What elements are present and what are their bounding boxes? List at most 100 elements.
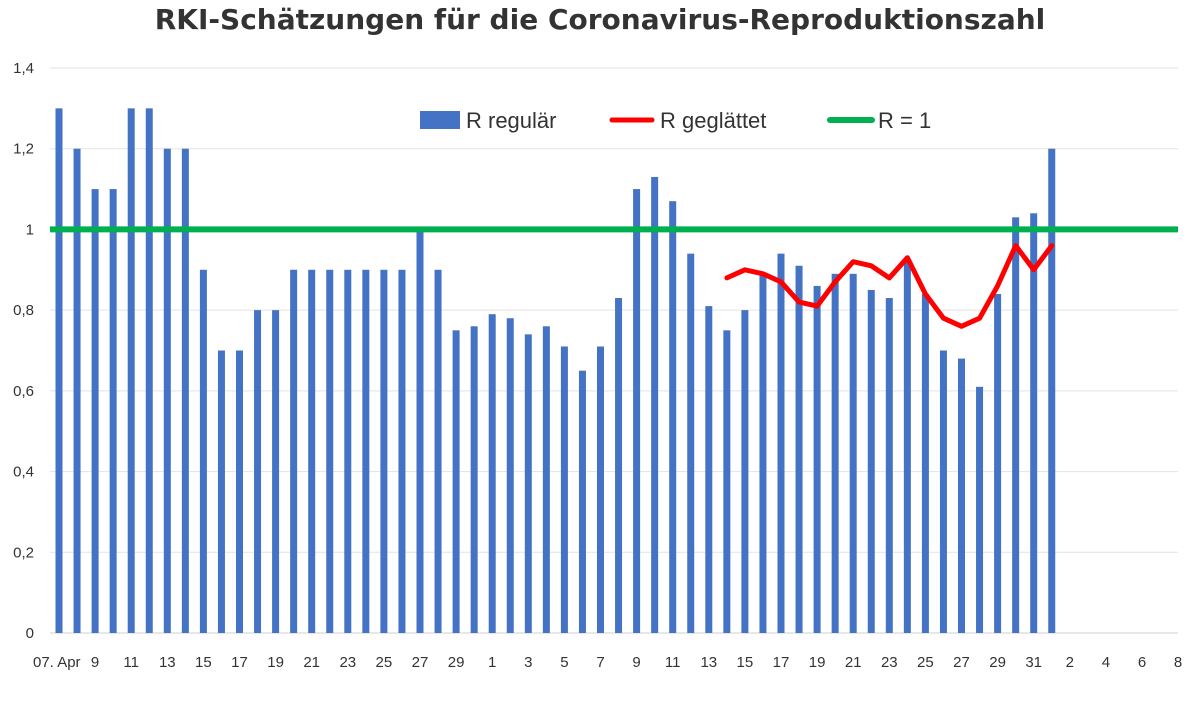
x-tick-label: 17 <box>231 654 248 671</box>
bar <box>73 148 81 633</box>
y-tick-label: 1 <box>26 221 34 238</box>
bar <box>416 229 424 633</box>
chart-title: RKI-Schätzungen für die Coronavirus-Repr… <box>154 3 1046 36</box>
x-tick-label: 31 <box>1025 654 1042 671</box>
bar <box>976 386 984 633</box>
x-tick-label: 13 <box>700 654 717 671</box>
y-tick-label: 1,4 <box>13 60 34 77</box>
bar <box>542 326 550 633</box>
x-tick-label: 1 <box>488 654 496 671</box>
x-tick-label: 23 <box>881 654 898 671</box>
x-tick-label: 8 <box>1174 654 1182 671</box>
bar <box>560 346 568 633</box>
x-tick-label: 25 <box>376 654 393 671</box>
bar <box>524 334 532 633</box>
bar <box>145 108 153 634</box>
bar <box>813 285 821 633</box>
x-tick-label: 19 <box>809 654 826 671</box>
bar <box>326 269 334 633</box>
bar <box>362 269 370 633</box>
bar <box>795 265 803 633</box>
y-tick-label: 0 <box>26 625 34 642</box>
bar <box>939 350 947 633</box>
bar <box>127 108 135 634</box>
bar <box>831 273 839 633</box>
x-tick-label: 29 <box>448 654 465 671</box>
x-tick-label: 11 <box>665 654 681 671</box>
x-tick-label: 19 <box>267 654 284 671</box>
bar <box>633 189 641 634</box>
bar <box>669 201 677 633</box>
bar <box>488 314 496 633</box>
bar <box>470 326 478 633</box>
x-tick-label: 17 <box>773 654 790 671</box>
bar <box>759 273 767 633</box>
bar <box>398 269 406 633</box>
x-tick-label: 21 <box>303 654 320 671</box>
bar <box>958 358 965 633</box>
x-tick-label: 21 <box>845 654 862 671</box>
x-tick-label: 5 <box>560 654 568 671</box>
bar <box>308 269 316 633</box>
y-tick-label: 0,2 <box>13 544 34 561</box>
bar <box>91 189 99 634</box>
bar <box>597 346 604 633</box>
bar <box>163 148 171 633</box>
bar <box>181 148 189 633</box>
y-tick-label: 0,4 <box>13 464 34 481</box>
bar <box>921 294 929 633</box>
bar <box>109 189 117 634</box>
x-tick-label: 15 <box>195 654 212 671</box>
x-tick-label: 27 <box>953 654 970 671</box>
bar <box>723 330 731 633</box>
x-tick-label: 27 <box>412 654 429 671</box>
legend-swatch-bar <box>420 111 460 129</box>
legend-label: R geglättet <box>660 108 766 133</box>
bar <box>506 318 514 633</box>
bar <box>199 269 207 633</box>
x-tick-label: 15 <box>737 654 754 671</box>
bar <box>55 108 63 634</box>
legend-label: R = 1 <box>878 108 931 133</box>
bar <box>1012 217 1020 634</box>
y-tick-label: 0,8 <box>13 302 34 319</box>
x-tick-label: 6 <box>1138 654 1146 671</box>
bar <box>705 306 713 633</box>
bar <box>578 370 586 633</box>
x-tick-label: 7 <box>596 654 604 671</box>
x-tick-label: 23 <box>339 654 356 671</box>
bar <box>867 289 875 633</box>
x-tick-label: 9 <box>91 654 99 671</box>
bar <box>777 253 785 633</box>
legend-label: R regulär <box>466 108 556 133</box>
bar <box>1048 148 1056 633</box>
x-tick-label: 9 <box>632 654 640 671</box>
bar <box>217 350 225 633</box>
bar <box>903 261 911 633</box>
x-tick-label: 11 <box>123 654 139 671</box>
bar <box>290 269 298 633</box>
bar <box>272 310 280 633</box>
bar <box>1030 213 1038 634</box>
bar <box>344 269 352 633</box>
bar <box>741 310 749 633</box>
bar <box>994 294 1002 633</box>
bar <box>254 310 262 633</box>
bar <box>236 350 243 633</box>
bar <box>849 273 857 633</box>
x-tick-label: 07. Apr <box>33 654 81 671</box>
x-tick-label: 13 <box>159 654 176 671</box>
bar <box>452 330 460 633</box>
y-tick-label: 0,6 <box>13 383 34 400</box>
bar <box>434 269 442 633</box>
bar <box>687 253 695 633</box>
x-tick-label: 29 <box>989 654 1006 671</box>
x-tick-label: 3 <box>524 654 532 671</box>
x-tick-label: 4 <box>1102 654 1110 671</box>
bar <box>885 298 893 633</box>
y-tick-label: 1,2 <box>13 141 34 158</box>
bar <box>651 176 659 633</box>
bar <box>615 298 623 633</box>
bar <box>380 269 388 633</box>
